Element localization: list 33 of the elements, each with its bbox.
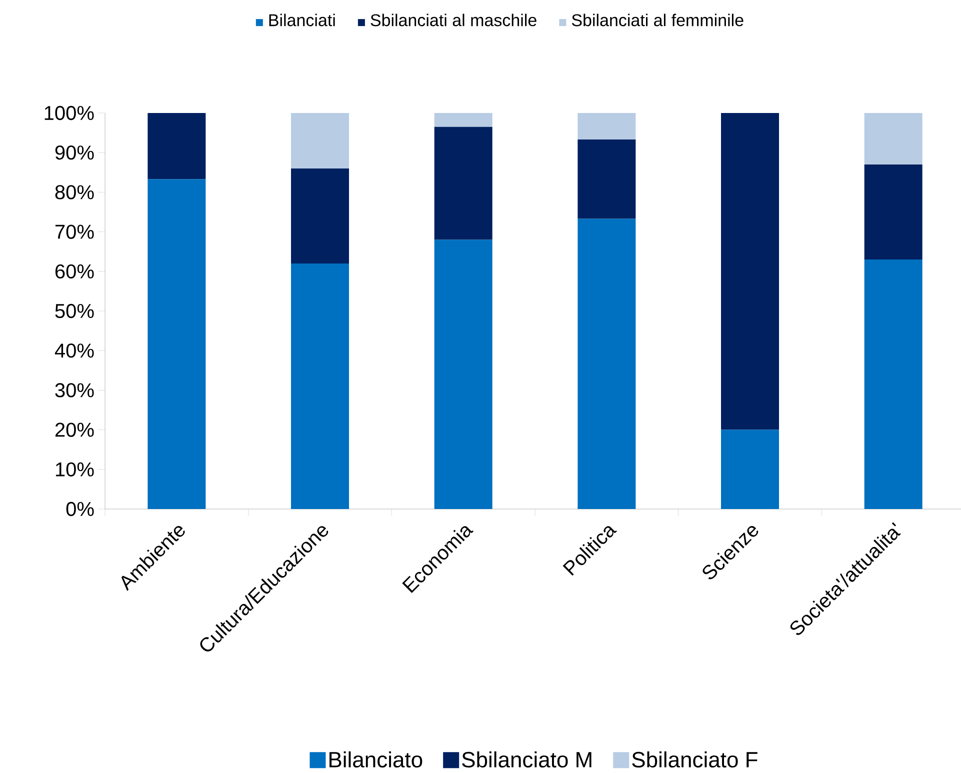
bar: [864, 164, 922, 260]
y-tick-label: 100%: [44, 106, 94, 120]
bar: [578, 140, 636, 219]
y-tick-label: 90%: [55, 146, 94, 160]
bar: [148, 112, 206, 180]
y-tick-label: 70%: [55, 224, 94, 239]
y-tick-label: 60%: [55, 264, 94, 278]
y-tick-label: 50%: [55, 304, 94, 318]
bar: [434, 126, 492, 240]
bar: [721, 112, 780, 430]
bar: [148, 179, 206, 509]
bar: [721, 430, 780, 509]
legend-label: Bilanciato: [330, 751, 422, 768]
bar: [864, 260, 922, 509]
y-tick-label: 10%: [56, 462, 94, 476]
text: Sbilanciati al maschile: [370, 14, 536, 26]
y-tick-label: 20%: [55, 422, 94, 437]
y-tick-label: 40%: [54, 344, 94, 358]
text: Bilanciati: [269, 14, 335, 26]
bar: [434, 240, 492, 509]
bar: [578, 112, 636, 140]
bar: [578, 218, 636, 509]
text: Sbilanciati al femminile: [572, 14, 744, 26]
y-tick-label: 30%: [55, 383, 94, 398]
bar: [291, 112, 350, 168]
legend-label: Sbilanciato F: [632, 751, 758, 768]
y-tick-label: 0%: [66, 502, 94, 516]
legend-label: Sbilanciato M: [462, 751, 592, 768]
y-tick-label: 80%: [55, 185, 94, 200]
bar: [291, 263, 350, 509]
bar: [864, 112, 922, 164]
bar: [291, 168, 350, 264]
bar: [434, 112, 492, 127]
